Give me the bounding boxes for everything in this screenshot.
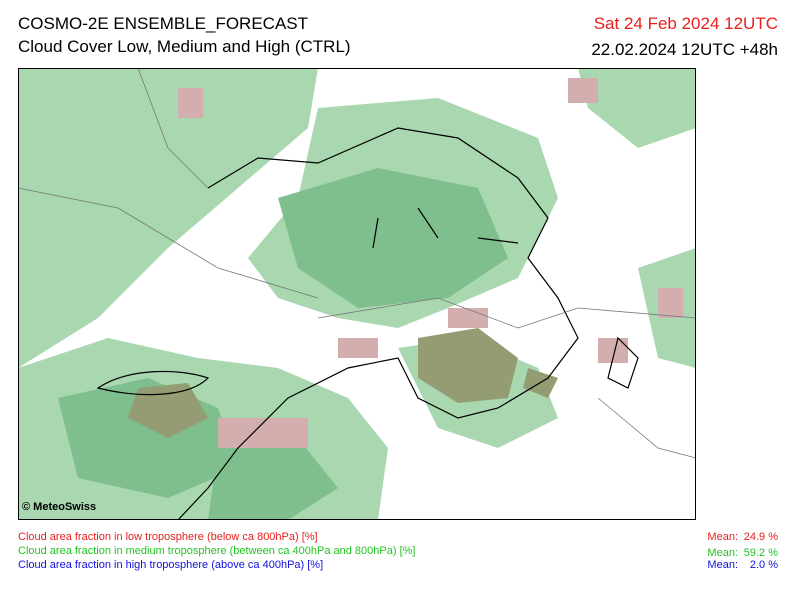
mean-value: 59.2 %: [743, 547, 778, 559]
copyright: © MeteoSwiss: [22, 501, 96, 513]
borders: [96, 127, 639, 520]
legend-label: Cloud area fraction in low troposphere (…: [18, 531, 318, 543]
run-time: 22.02.2024 12UTC +48h: [591, 40, 778, 59]
mean-label: Mean:: [707, 531, 738, 543]
subtitle: Cloud Cover Low, Medium and High (CTRL): [18, 37, 351, 56]
mean-value: 24.9 %: [743, 531, 778, 543]
legend-label: Cloud area fraction in medium tropospher…: [18, 545, 416, 557]
map-frame: [18, 68, 696, 520]
mean-value: 2.0 %: [749, 559, 778, 571]
mean-label: Mean:: [707, 559, 738, 571]
mean-label: Mean:: [707, 547, 738, 559]
title: COSMO-2E ENSEMBLE_FORECAST: [18, 14, 309, 33]
legend-label: Cloud area fraction in high troposphere …: [18, 559, 324, 571]
cloud-low-medium: [128, 328, 558, 438]
map: © MeteoSwiss: [18, 68, 696, 520]
valid-time: Sat 24 Feb 2024 12UTC: [593, 14, 778, 33]
admin-lines: [18, 68, 696, 459]
